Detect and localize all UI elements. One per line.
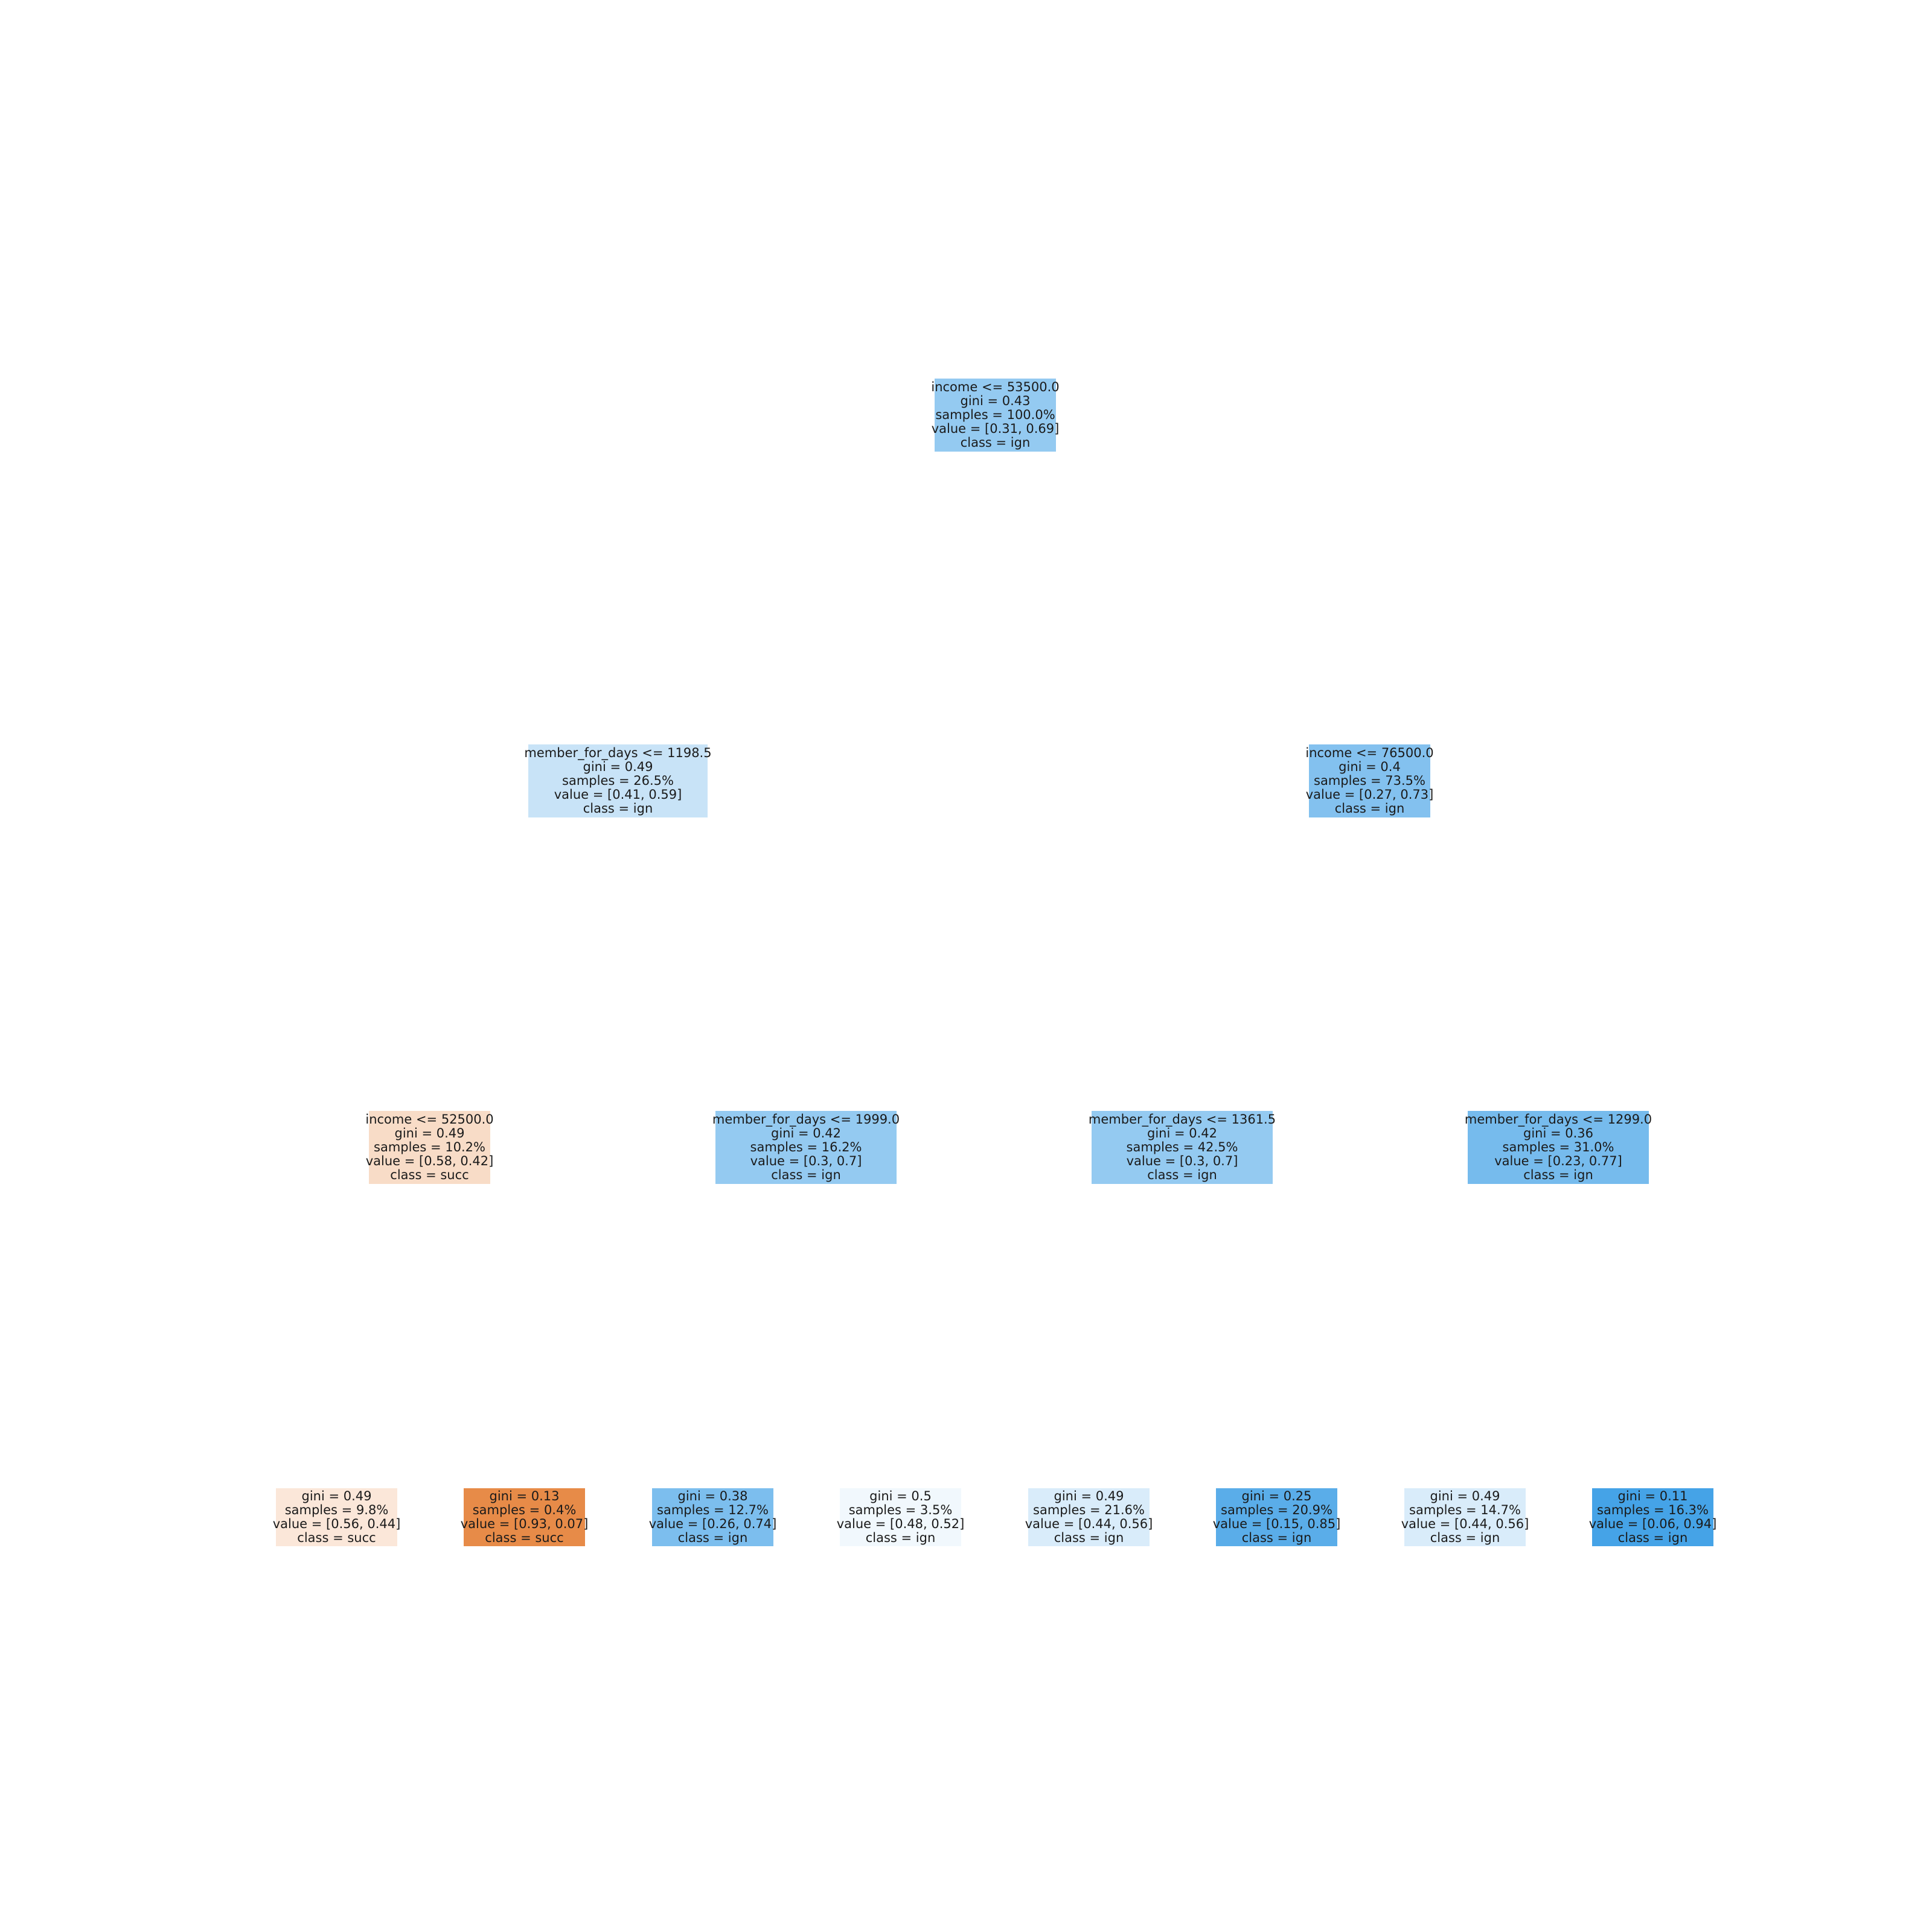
- node-text-line: gini = 0.36: [1523, 1126, 1593, 1140]
- node-text-line: samples = 14.7%: [1409, 1503, 1521, 1517]
- node-text-line: value = [0.93, 0.07]: [460, 1517, 589, 1531]
- node-text-line: value = [0.44, 0.56]: [1025, 1517, 1153, 1531]
- tree-node: gini = 0.49 samples = 14.7% value = [0.44,…: [1401, 1488, 1529, 1546]
- node-text-line: gini = 0.49: [1430, 1489, 1500, 1503]
- tree-node: member_for_days <= 1361.5 gini = 0.42 samp…: [1088, 1111, 1276, 1184]
- node-text-line: value = [0.3, 0.7]: [750, 1154, 862, 1168]
- node-text-line: value = [0.41, 0.59]: [554, 787, 682, 802]
- node-text-line: value = [0.44, 0.56]: [1401, 1517, 1529, 1531]
- tree-node: gini = 0.49 samples = 9.8% value = [0.56, …: [273, 1488, 400, 1546]
- node-text-line: member_for_days <= 1361.5: [1088, 1112, 1276, 1127]
- node-text-line: samples = 12.7%: [657, 1503, 769, 1517]
- node-text-line: income <= 53500.0: [931, 380, 1060, 394]
- node-text-line: class = ign: [960, 435, 1031, 450]
- tree-node: income <= 52500.0 gini = 0.49 samples = 10…: [365, 1111, 494, 1184]
- tree-node: gini = 0.13 samples = 0.4% value = [0.93, …: [461, 1488, 588, 1546]
- node-text-line: gini = 0.13: [489, 1489, 560, 1503]
- node-text-line: samples = 16.3%: [1597, 1503, 1709, 1517]
- node-text-line: value = [0.06, 0.94]: [1588, 1517, 1717, 1531]
- node-text-line: value = [0.3, 0.7]: [1126, 1154, 1238, 1168]
- node-text-line: member_for_days <= 1198.5: [524, 746, 712, 760]
- node-text-line: gini = 0.49: [301, 1489, 372, 1503]
- node-text-line: gini = 0.49: [1054, 1489, 1124, 1503]
- node-text-line: class = ign: [771, 1168, 841, 1182]
- node-text-line: value = [0.56, 0.44]: [272, 1517, 401, 1531]
- node-text-line: gini = 0.5: [869, 1489, 932, 1503]
- node-text-line: gini = 0.43: [960, 394, 1031, 408]
- node-text-line: gini = 0.49: [583, 760, 653, 774]
- node-text-line: samples = 10.2%: [374, 1140, 485, 1154]
- node-text-line: samples = 31.0%: [1502, 1140, 1614, 1154]
- tree-node: member_for_days <= 1198.5 gini = 0.49 samp…: [524, 744, 712, 817]
- node-text-line: gini = 0.42: [770, 1126, 841, 1140]
- node-text-line: samples = 20.9%: [1221, 1503, 1332, 1517]
- node-text-line: value = [0.27, 0.73]: [1305, 787, 1434, 802]
- node-text-line: class = succ: [297, 1531, 376, 1545]
- node-text-line: samples = 16.2%: [750, 1140, 862, 1154]
- node-text-line: class = ign: [1617, 1531, 1688, 1545]
- node-text-line: class = succ: [390, 1168, 469, 1182]
- node-text-line: gini = 0.4: [1339, 760, 1401, 774]
- node-text-line: samples = 21.6%: [1033, 1503, 1145, 1517]
- tree-node: member_for_days <= 1299.0 gini = 0.36 samp…: [1464, 1111, 1652, 1184]
- tree-node: income <= 76500.0 gini = 0.4 samples = 73.…: [1305, 744, 1434, 817]
- node-text-line: value = [0.23, 0.77]: [1494, 1154, 1622, 1168]
- node-text-line: samples = 26.5%: [562, 773, 674, 788]
- tree-node: gini = 0.5 samples = 3.5% value = [0.48, 0…: [837, 1488, 964, 1546]
- tree-node: gini = 0.11 samples = 16.3% value = [0.06,…: [1589, 1488, 1716, 1546]
- node-text-line: value = [0.31, 0.69]: [931, 421, 1060, 436]
- node-text-line: member_for_days <= 1299.0: [1464, 1112, 1652, 1127]
- node-text-line: class = ign: [1523, 1168, 1593, 1182]
- node-text-line: value = [0.26, 0.74]: [648, 1517, 777, 1531]
- node-text-line: value = [0.48, 0.52]: [836, 1517, 965, 1531]
- node-text-line: samples = 100.0%: [935, 408, 1055, 422]
- node-text-line: class = ign: [583, 801, 653, 816]
- node-text-line: samples = 0.4%: [472, 1503, 577, 1517]
- node-text-line: class = ign: [1054, 1531, 1124, 1545]
- node-text-line: class = ign: [1430, 1531, 1500, 1545]
- node-text-line: gini = 0.25: [1241, 1489, 1312, 1503]
- node-text-line: class = ign: [1241, 1531, 1312, 1545]
- node-text-line: class = ign: [1334, 801, 1405, 816]
- node-text-line: class = ign: [677, 1531, 748, 1545]
- node-text-line: class = ign: [1147, 1168, 1217, 1182]
- node-text-line: gini = 0.42: [1147, 1126, 1217, 1140]
- node-text-line: samples = 3.5%: [848, 1503, 953, 1517]
- node-text-line: value = [0.15, 0.85]: [1212, 1517, 1341, 1531]
- node-text-line: gini = 0.38: [677, 1489, 748, 1503]
- tree-node: gini = 0.49 samples = 21.6% value = [0.44,…: [1025, 1488, 1153, 1546]
- tree-node: gini = 0.25 samples = 20.9% value = [0.15,…: [1213, 1488, 1340, 1546]
- node-text-line: member_for_days <= 1999.0: [712, 1112, 900, 1127]
- node-text-line: samples = 73.5%: [1314, 773, 1425, 788]
- tree-node: member_for_days <= 1999.0 gini = 0.42 samp…: [712, 1111, 900, 1184]
- node-text-line: class = succ: [485, 1531, 564, 1545]
- node-text-line: value = [0.58, 0.42]: [365, 1154, 494, 1168]
- node-text-line: income <= 76500.0: [1305, 746, 1434, 760]
- node-text-line: samples = 42.5%: [1126, 1140, 1238, 1154]
- tree-node: income <= 53500.0 gini = 0.43 samples = 10…: [931, 379, 1060, 452]
- node-text-line: gini = 0.11: [1617, 1489, 1688, 1503]
- node-text-line: gini = 0.49: [394, 1126, 465, 1140]
- node-text-line: income <= 52500.0: [365, 1112, 494, 1127]
- node-text-line: samples = 9.8%: [284, 1503, 389, 1517]
- node-text-line: class = ign: [865, 1531, 936, 1545]
- tree-node: gini = 0.38 samples = 12.7% value = [0.26,…: [649, 1488, 776, 1546]
